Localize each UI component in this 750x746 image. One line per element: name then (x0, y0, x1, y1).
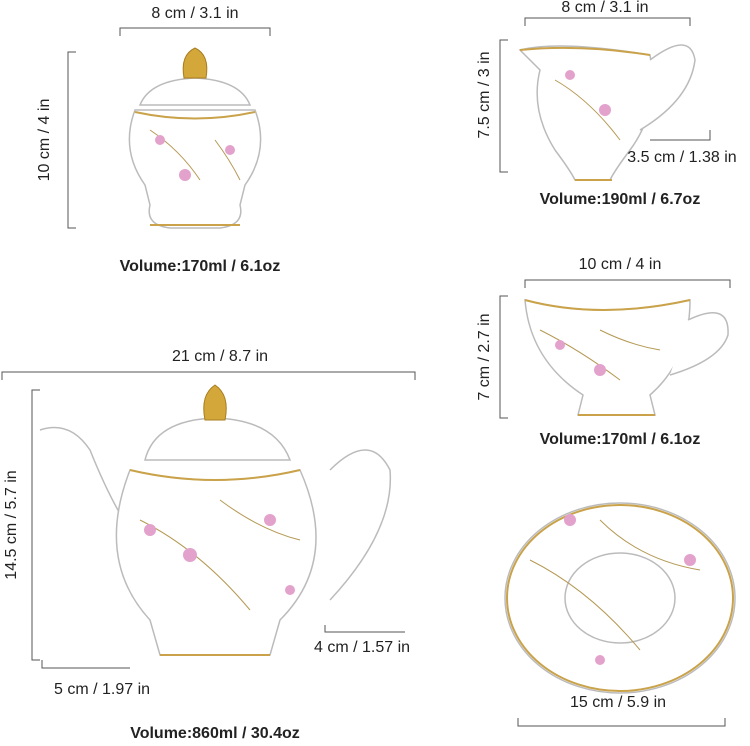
height-label: 14.5 cm / 5.7 in (3, 470, 20, 579)
flower (599, 104, 611, 116)
flower (264, 514, 276, 526)
volume-label: Volume:190ml / 6.7oz (540, 191, 701, 208)
branch (149, 129, 241, 181)
volume-label: Volume:860ml / 30.4oz (130, 725, 300, 742)
height-label: 7.5 cm / 3 in (476, 51, 493, 138)
flower (564, 514, 576, 526)
teapot: 21 cm / 8.7 in 14.5 cm / 5.7 in 4 cm / 1… (1, 348, 416, 742)
gold-rim (129, 469, 301, 656)
cup: 10 cm / 4 in 7 cm / 2.7 in Volume:170ml … (476, 256, 731, 448)
knob (203, 384, 227, 421)
handle (669, 312, 729, 376)
dimension-line (499, 295, 508, 419)
flower (555, 340, 565, 350)
lid (138, 77, 252, 106)
height-label: 7 cm / 2.7 in (476, 313, 493, 400)
branch (529, 519, 701, 651)
lid (144, 417, 292, 461)
dimension-line (524, 279, 731, 288)
flower (594, 364, 606, 376)
saucer: 15 cm / 5.9 in (504, 502, 736, 727)
volume-label: Volume:170ml / 6.1oz (120, 258, 281, 275)
flower (183, 548, 197, 562)
dimension-line (67, 51, 76, 229)
dimension-line (119, 27, 271, 36)
height-label: 10 cm / 4 in (36, 99, 53, 182)
flower (144, 524, 156, 536)
flower (155, 135, 165, 145)
gold-rim (524, 299, 691, 416)
dimension-line (324, 625, 405, 633)
width-label: 8 cm / 3.1 in (151, 5, 238, 22)
base-label: 4 cm / 1.57 in (314, 639, 410, 656)
cup-body (524, 299, 691, 416)
flower (684, 554, 696, 566)
dimension-line (1, 371, 416, 380)
width-label: 15 cm / 5.9 in (570, 694, 666, 711)
handle (329, 449, 392, 601)
plate-well (564, 552, 676, 644)
gold-rim (506, 504, 734, 692)
dimension-line (650, 130, 711, 141)
spout-label: 3.5 cm / 1.38 in (627, 149, 736, 166)
flower (179, 169, 191, 181)
dimension-line (499, 39, 508, 173)
spout (39, 426, 131, 531)
branch (539, 329, 661, 381)
dimension-line (524, 17, 691, 26)
width-label: 8 cm / 3.1 in (561, 0, 648, 16)
width-label: 10 cm / 4 in (579, 256, 662, 273)
flower (595, 655, 605, 665)
handle (639, 44, 696, 131)
dimension-line (517, 718, 726, 727)
gold-rim (519, 46, 651, 181)
knob (182, 47, 208, 79)
volume-label: Volume:170ml / 6.1oz (540, 431, 701, 448)
sugar-bowl: 8 cm / 3.1 in 10 cm / 4 in Volume:170ml … (36, 5, 280, 275)
pot (115, 469, 317, 656)
dimension-line (31, 389, 40, 661)
spout-label: 5 cm / 1.97 in (54, 681, 150, 698)
branch (554, 79, 621, 141)
gold-rim (134, 111, 256, 226)
flower (225, 145, 235, 155)
dimension-line (41, 660, 130, 669)
creamer: 8 cm / 3.1 in 7.5 cm / 3 in 3.5 cm / 1.3… (476, 0, 736, 208)
width-label: 21 cm / 8.7 in (172, 348, 268, 365)
flower (285, 585, 295, 595)
bowl (128, 109, 262, 229)
flower (565, 70, 575, 80)
